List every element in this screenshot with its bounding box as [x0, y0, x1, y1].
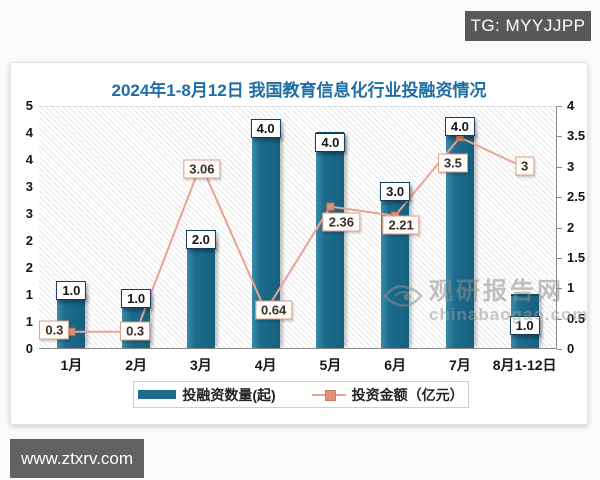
right-axis-tick	[557, 166, 562, 168]
x-axis-label-6月: 6月	[384, 357, 407, 373]
x-axis-label-5月: 5月	[319, 357, 342, 373]
left-axis-tick-label: 1	[25, 287, 33, 302]
right-axis-tick-label: 1.5	[567, 249, 586, 265]
chart-card: 2024年1-8月12日 我国教育信息化行业投融资情况 5 4 4 3 3 2 2 1 1 0 4…	[10, 62, 588, 425]
site-url-badge: www.ztxrv.com	[10, 439, 144, 478]
right-axis-tick	[557, 136, 562, 138]
legend-label-line: 投资金额（亿元）	[351, 386, 464, 403]
x-axis: 1月 2月 3月 4月 5月 6月 7月 8月1-12日	[39, 355, 557, 375]
bar-value-label: 4.0	[250, 119, 281, 138]
line-series-swatch-icon	[311, 390, 346, 401]
left-axis-tick-label: 5	[25, 98, 33, 113]
right-axis-tick	[557, 106, 562, 107]
left-axis-tick-label: 2	[25, 260, 33, 275]
bar-value-label: 2.0	[185, 230, 216, 249]
x-axis-label-3月: 3月	[189, 357, 212, 373]
bar-value-label: 4.0	[444, 117, 475, 136]
line-value-label: 2.36	[322, 212, 361, 232]
line-value-label: 2.21	[382, 215, 420, 235]
right-axis-tick-label: 3	[567, 158, 575, 174]
right-axis-tick-label: 1	[567, 280, 575, 296]
right-axis-tick-label: 2	[567, 219, 575, 235]
right-axis-tick	[557, 197, 562, 199]
right-axis-tick-label: 3.5	[567, 128, 586, 144]
chart-title: 2024年1-8月12日 我国教育信息化行业投融资情况	[111, 81, 487, 100]
line-marker	[326, 202, 335, 211]
line-value-label: 0.3	[120, 321, 151, 341]
right-axis-tick	[557, 288, 562, 290]
line-value-label: 0.64	[254, 300, 293, 320]
left-axis-tick-label: 3	[25, 179, 33, 194]
right-axis-tick	[557, 227, 562, 229]
x-axis-label-8月1-12日: 8月1-12日	[492, 357, 557, 373]
left-axis-tick-label: 2	[25, 233, 33, 248]
right-axis-tick	[557, 349, 562, 350]
line-value-label: 3.5	[437, 153, 468, 173]
right-axis-tick	[557, 318, 562, 320]
legend: 投融资数量(起) 投资金额（亿元）	[133, 381, 469, 408]
right-axis-tick-label: 0.5	[567, 310, 586, 326]
x-axis-label-1月: 1月	[60, 357, 83, 373]
bar-value-label: 1.0	[56, 281, 87, 300]
legend-item-line-series: 投资金额（亿元）	[311, 385, 464, 405]
right-axis-tick-label: 4	[567, 98, 575, 113]
left-axis-tick-label: 4	[25, 152, 33, 167]
line-value-label: 3	[515, 156, 535, 176]
right-axis-tick-label: 2.5	[567, 189, 586, 205]
legend-item-bar-series: 投融资数量(起)	[138, 385, 276, 405]
line-series	[67, 133, 529, 336]
plot-area: 1.0 1.0 2.0 4.0 4.0 3.0 4.0 1.0 0.3 0.3 3.06 0.64 2.…	[39, 106, 557, 349]
right-axis-tick-label: 0	[567, 341, 575, 356]
right-axis-tick	[557, 257, 562, 259]
legend-label-bar: 投融资数量(起)	[182, 386, 276, 403]
bar-value-label: 3.0	[380, 182, 411, 201]
bar-value-label: 1.0	[121, 289, 152, 308]
telegram-badge: TG: MYYJJPP	[465, 11, 591, 41]
left-axis-tick-label: 1	[25, 314, 33, 329]
line-value-label: 3.06	[183, 159, 221, 179]
bar-value-label: 1.0	[509, 316, 540, 335]
bar-value-label: 4.0	[315, 133, 346, 152]
bar-series-swatch-icon	[138, 390, 177, 399]
left-y-axis: 5 4 4 3 3 2 2 1 1 0	[11, 98, 35, 356]
right-y-axis: 4 3.5 3 2.5 2 1.5 1 0.5 0	[557, 98, 589, 356]
x-axis-label-4月: 4月	[254, 357, 277, 373]
left-axis-tick-label: 4	[25, 125, 33, 140]
left-axis-tick-label: 0	[25, 341, 33, 356]
line-value-label: 0.3	[39, 320, 70, 340]
x-axis-label-2月: 2月	[125, 357, 148, 373]
left-axis-tick-label: 3	[25, 206, 33, 221]
x-axis-label-7月: 7月	[448, 357, 471, 373]
